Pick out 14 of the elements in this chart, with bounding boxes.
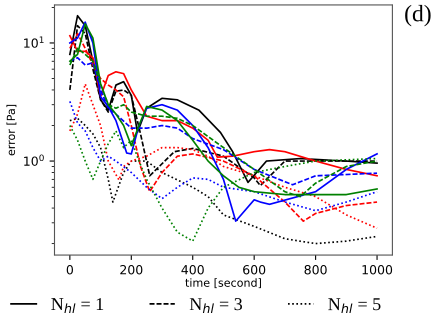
x-axis-title: time [second]: [185, 278, 261, 288]
y-tick-label: 10$^{1}$: [24, 36, 44, 48]
legend-label: N$_{hl}$ = 3: [190, 298, 242, 313]
x-tick-label: 800: [304, 265, 327, 274]
x-tick-label: 400: [181, 265, 204, 274]
x-tick-label: 600: [243, 265, 266, 274]
text: (d): [405, 4, 431, 26]
x-tick-label: 0: [66, 265, 74, 274]
y-axis-title: error [Pa]: [6, 104, 16, 156]
x-tick-label: 1000: [362, 265, 392, 274]
y-tick-label: 10$^{0}$: [24, 154, 44, 166]
x-tick-label: 200: [120, 265, 142, 274]
legend-label: N$_{hl}$ = 5: [328, 298, 380, 314]
legend-label: N$_{hl}$ = 1: [51, 298, 104, 313]
